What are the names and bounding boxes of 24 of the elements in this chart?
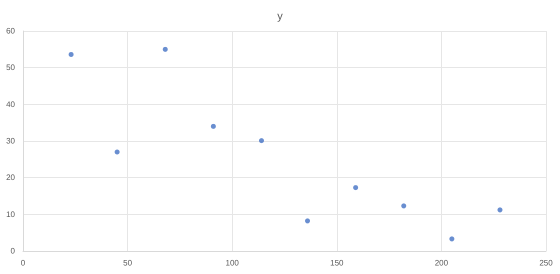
x-tick-label: 100 xyxy=(226,258,240,268)
point xyxy=(401,203,406,208)
point xyxy=(68,52,74,57)
y-tick-label: 40 xyxy=(6,100,16,109)
y-tick-label: 50 xyxy=(6,63,16,72)
point xyxy=(258,138,264,144)
y-tick-label: 60 xyxy=(6,26,16,36)
x-tick-label: 200 xyxy=(434,258,449,268)
point xyxy=(162,46,168,52)
x-tick-label: 150 xyxy=(330,258,344,268)
point xyxy=(353,185,358,190)
point xyxy=(449,236,454,242)
chart-title: y xyxy=(277,10,284,22)
x-tick-label: 50 xyxy=(123,258,133,268)
point xyxy=(114,150,120,154)
x-tick-label: 0 xyxy=(20,258,26,268)
point xyxy=(305,218,310,224)
y-tick-label: 20 xyxy=(6,173,16,182)
point xyxy=(210,124,216,129)
y-tick-label: 10 xyxy=(6,210,16,219)
x-tick-label: 250 xyxy=(539,258,554,268)
y-tick-label: 30 xyxy=(6,136,16,146)
point xyxy=(497,207,502,212)
y-tick-label: 0 xyxy=(10,246,16,256)
